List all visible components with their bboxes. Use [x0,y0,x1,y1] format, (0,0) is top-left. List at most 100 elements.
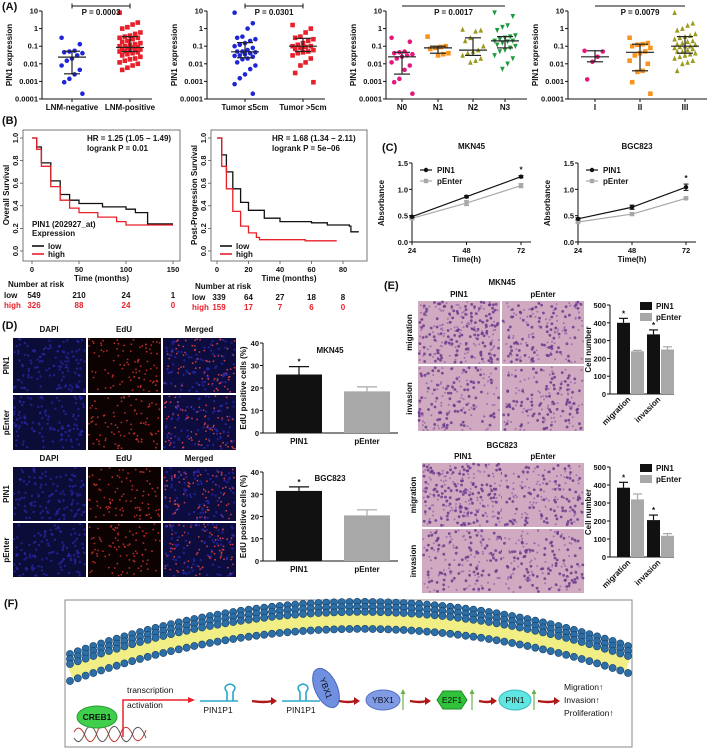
cell-dot [227,503,230,505]
cell-dot [83,510,86,514]
cell-dot [196,338,199,340]
lipid-head [515,640,524,649]
cell-dot [187,484,190,487]
cell-dot [190,526,192,528]
cell-dot [554,496,557,499]
cell-dot [512,482,515,484]
cell-dot [481,504,485,508]
cell-dot [431,392,434,395]
cell-dot [15,430,19,433]
cell-dot [17,350,20,353]
lipid-head [322,625,331,634]
cell-dot [141,344,144,347]
data-point [635,42,640,48]
cell-dot [50,533,53,536]
y-tick-label: 500 [593,301,606,310]
cell-dot [195,574,197,577]
cell-dot [564,305,568,309]
cell-dot [549,428,552,431]
cell-dot [570,521,574,525]
x-tick-label: 50 [75,265,83,274]
lipid-head [105,664,113,672]
cell-dot [525,341,528,344]
cell-dot [461,493,465,496]
cell-dot [436,357,440,361]
cell-dot [92,560,94,563]
cell-dot [467,510,470,513]
cell-dot [519,317,522,320]
y-axis-label: Absorbance [543,179,552,226]
lipid-head [66,660,74,668]
cell-dot [577,479,580,482]
cell-dot [214,558,217,561]
cell-dot [20,381,24,384]
cell-dot [182,551,186,555]
cell-dot [468,493,471,497]
data-point [245,26,250,31]
cell-dot [199,568,202,570]
x-tick-label: I [594,103,596,112]
cell-dot [559,386,562,390]
cell-dot [72,527,75,531]
cell-dot [196,479,199,482]
cell-dot [75,492,79,496]
cell-dot [454,466,457,470]
cell-dot [39,385,42,388]
y-tick-label: 0.5 [564,212,574,221]
cell-dot [108,544,111,547]
cell-dot [197,475,199,477]
cell-dot [111,572,114,575]
cell-dot [77,385,81,389]
cell-dot [213,514,216,518]
cell-dot [232,501,236,504]
cell-dot [97,527,99,530]
cell-dot [439,324,442,327]
cell-dot [185,476,188,479]
cell-dot [177,571,180,573]
cell-dot [430,533,434,537]
cell-dot [460,333,464,337]
cell-dot [472,473,475,475]
cell-dot [484,323,488,327]
cell-dot [90,417,93,420]
cell-dot [549,569,552,572]
cell-dot [527,517,530,519]
cell-dot [171,340,175,343]
cell-dot [478,319,482,322]
cell-dot [116,348,118,350]
cell-dot [216,354,220,357]
lipid-head [492,636,501,645]
cell-dot [508,405,512,409]
cell-dot [496,516,500,520]
cell-dot [476,551,480,555]
cell-dot [471,492,475,496]
data-point [513,33,518,39]
y-tick-label: 0.1 [28,42,38,51]
cell-dot [422,553,425,557]
cell-dot [568,401,572,404]
cell-dot [77,414,80,417]
cell-dot [133,573,136,575]
plot-frame [210,129,368,262]
cell-dot [469,541,473,545]
cell-dot [459,490,462,493]
cell-dot [30,403,33,406]
x-tick-label: 20 [244,265,252,274]
cell-dot [491,510,494,513]
cell-dot [83,504,86,507]
cell-dot [484,511,487,514]
cell-dot [205,496,208,499]
cell-dot [92,536,95,539]
cell-dot [23,496,26,499]
cell-dot [446,329,450,332]
cell-dot [432,542,435,545]
cell-dot [455,546,458,549]
cell-dot [217,389,219,392]
cell-dot [140,400,143,403]
x-tick-label: III [682,103,689,112]
cell-dot [112,384,115,387]
cell-dot [232,487,235,489]
lipid-head [128,657,137,665]
